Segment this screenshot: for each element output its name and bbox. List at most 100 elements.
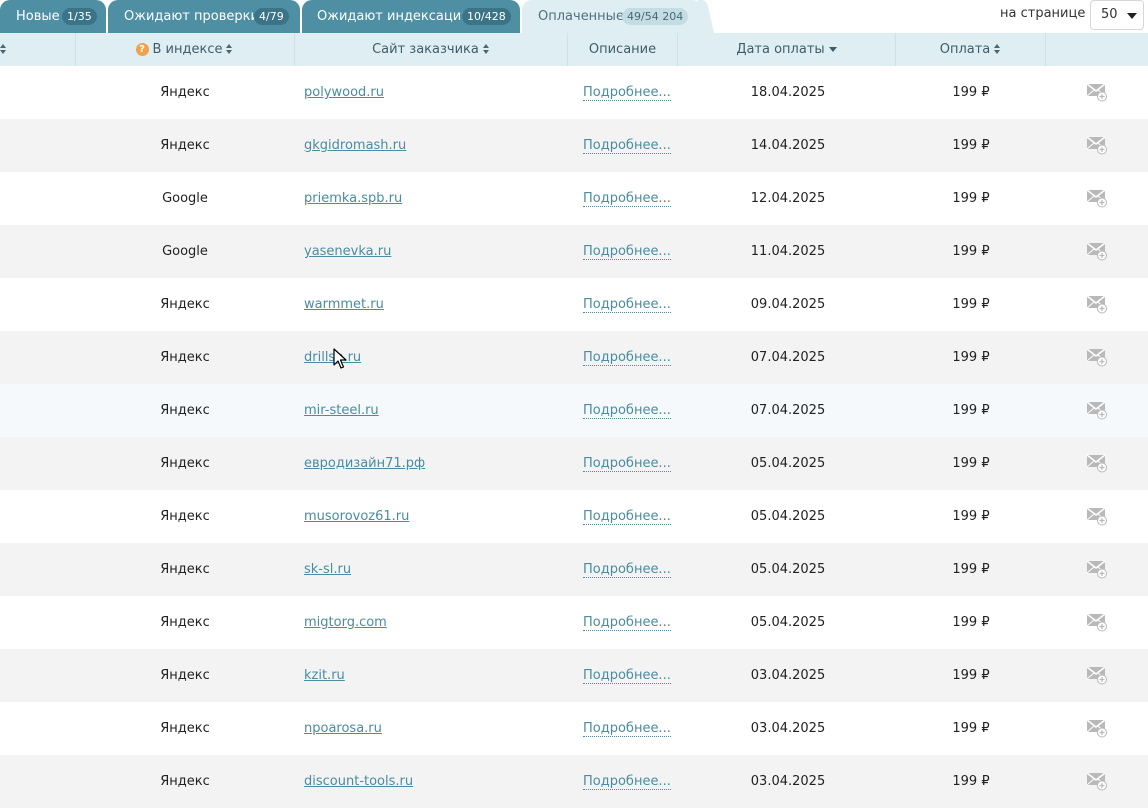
- mail-add-icon[interactable]: [1086, 188, 1108, 208]
- mail-add-icon[interactable]: [1086, 453, 1108, 473]
- tab-pending-indexing[interactable]: Ожидают индексации 10/428: [302, 0, 520, 33]
- site-link[interactable]: евродизайн71.рф: [304, 456, 426, 471]
- pay-date: 03.04.2025: [750, 774, 826, 789]
- index-engine: Яндекс: [160, 509, 210, 524]
- mail-add-icon[interactable]: [1086, 400, 1108, 420]
- pay-date: 09.04.2025: [750, 297, 826, 312]
- column-header-first[interactable]: [0, 33, 76, 66]
- column-header-index[interactable]: ? В индексе: [75, 33, 295, 66]
- mail-add-icon[interactable]: [1086, 506, 1108, 526]
- mail-add-icon[interactable]: [1086, 82, 1108, 102]
- column-header-description: Описание: [568, 33, 678, 66]
- table-header: ? В индексе Сайт заказчика Описание Дата …: [0, 33, 1148, 66]
- index-engine: Яндекс: [160, 774, 210, 789]
- details-link[interactable]: Подробнее...: [583, 350, 671, 366]
- pay-date: 18.04.2025: [750, 85, 826, 100]
- site-link[interactable]: discount-tools.ru: [304, 774, 414, 789]
- tab-badge: 10/428: [462, 8, 511, 25]
- site-link[interactable]: gkgidromash.ru: [304, 138, 407, 153]
- site-link[interactable]: polywood.ru: [304, 85, 385, 100]
- index-engine: Яндекс: [160, 721, 210, 736]
- pay-date: 05.04.2025: [750, 456, 826, 471]
- mail-add-icon[interactable]: [1086, 347, 1108, 367]
- index-engine: Google: [162, 244, 208, 259]
- pay-date: 05.04.2025: [750, 509, 826, 524]
- payment-amount: 199 ₽: [952, 456, 990, 471]
- pay-date: 05.04.2025: [750, 615, 826, 630]
- sort-desc-icon: [828, 47, 837, 52]
- site-link[interactable]: sk-sl.ru: [304, 562, 352, 577]
- mail-add-icon[interactable]: [1086, 665, 1108, 685]
- site-link[interactable]: migtorg.com: [304, 615, 387, 630]
- mail-add-icon[interactable]: [1086, 559, 1108, 579]
- index-engine: Яндекс: [160, 138, 210, 153]
- help-icon[interactable]: ?: [135, 43, 149, 56]
- pay-date: 05.04.2025: [750, 562, 826, 577]
- site-link[interactable]: warmmet.ru: [304, 297, 384, 312]
- details-link[interactable]: Подробнее...: [583, 668, 671, 684]
- per-page-value: 50: [1101, 7, 1118, 22]
- chevron-down-icon: [1127, 13, 1137, 19]
- payment-amount: 199 ₽: [952, 244, 990, 259]
- tab-label: Ожидают индексации: [317, 9, 470, 24]
- site-link[interactable]: drillsp.ru: [304, 350, 362, 365]
- mail-add-icon[interactable]: [1086, 612, 1108, 632]
- mail-add-icon[interactable]: [1086, 718, 1108, 738]
- pay-date: 03.04.2025: [750, 668, 826, 683]
- details-link[interactable]: Подробнее...: [583, 509, 671, 525]
- payment-amount: 199 ₽: [952, 403, 990, 418]
- site-link[interactable]: priemka.spb.ru: [304, 191, 403, 206]
- details-link[interactable]: Подробнее...: [583, 403, 671, 419]
- table-row: Яндекс kzit.ru Подробнее... 03.04.2025 1…: [0, 649, 1148, 702]
- index-engine: Яндекс: [160, 403, 210, 418]
- table-row: Google priemka.spb.ru Подробнее... 12.04…: [0, 172, 1148, 225]
- table-row: Яндекс warmmet.ru Подробнее... 09.04.202…: [0, 278, 1148, 331]
- tab-paid[interactable]: Оплаченные 49/54 204: [522, 0, 702, 33]
- pay-date: 07.04.2025: [750, 403, 826, 418]
- payment-amount: 199 ₽: [952, 191, 990, 206]
- tab-label: Оплаченные: [538, 9, 624, 24]
- details-link[interactable]: Подробнее...: [583, 297, 671, 313]
- site-link[interactable]: yasenevka.ru: [304, 244, 392, 259]
- table-row: Яндекс mir-steel.ru Подробнее... 07.04.2…: [0, 384, 1148, 437]
- site-link[interactable]: npoarosa.ru: [304, 721, 382, 736]
- details-link[interactable]: Подробнее...: [583, 191, 671, 207]
- mail-add-icon[interactable]: [1086, 294, 1108, 314]
- mail-add-icon[interactable]: [1086, 241, 1108, 261]
- details-link[interactable]: Подробнее...: [583, 244, 671, 260]
- per-page-label: на странице: [1000, 6, 1086, 21]
- pay-date: 07.04.2025: [750, 350, 826, 365]
- sort-icon: [0, 44, 7, 55]
- details-link[interactable]: Подробнее...: [583, 721, 671, 737]
- column-header-site[interactable]: Сайт заказчика: [295, 33, 568, 66]
- tab-badge: 4/79: [254, 8, 289, 25]
- index-engine: Яндекс: [160, 85, 210, 100]
- per-page-select[interactable]: 50: [1090, 0, 1144, 30]
- details-link[interactable]: Подробнее...: [583, 456, 671, 472]
- details-link[interactable]: Подробнее...: [583, 615, 671, 631]
- table-row: Яндекс евродизайн71.рф Подробнее... 05.0…: [0, 437, 1148, 490]
- payment-amount: 199 ₽: [952, 562, 990, 577]
- mail-add-icon[interactable]: [1086, 771, 1108, 791]
- site-link[interactable]: kzit.ru: [304, 668, 345, 683]
- details-link[interactable]: Подробнее...: [583, 85, 671, 101]
- column-header-label: В индексе: [152, 42, 223, 57]
- index-engine: Яндекс: [160, 350, 210, 365]
- payment-amount: 199 ₽: [952, 297, 990, 312]
- details-link[interactable]: Подробнее...: [583, 562, 671, 578]
- column-header-pay-date[interactable]: Дата оплаты: [678, 33, 896, 66]
- pay-date: 11.04.2025: [750, 244, 826, 259]
- tab-new[interactable]: Новые 1/35: [0, 0, 106, 33]
- site-link[interactable]: musorovoz61.ru: [304, 509, 410, 524]
- table-row: Яндекс npoarosa.ru Подробнее... 03.04.20…: [0, 702, 1148, 755]
- details-link[interactable]: Подробнее...: [583, 138, 671, 154]
- table-row: Яндекс sk-sl.ru Подробнее... 05.04.2025 …: [0, 543, 1148, 596]
- column-header-label: Сайт заказчика: [372, 42, 479, 57]
- details-link[interactable]: Подробнее...: [583, 774, 671, 790]
- column-header-payment[interactable]: Оплата: [896, 33, 1046, 66]
- site-link[interactable]: mir-steel.ru: [304, 403, 379, 418]
- payment-amount: 199 ₽: [952, 85, 990, 100]
- payment-amount: 199 ₽: [952, 774, 990, 789]
- tab-pending-review[interactable]: Ожидают проверки 4/79: [108, 0, 300, 33]
- mail-add-icon[interactable]: [1086, 135, 1108, 155]
